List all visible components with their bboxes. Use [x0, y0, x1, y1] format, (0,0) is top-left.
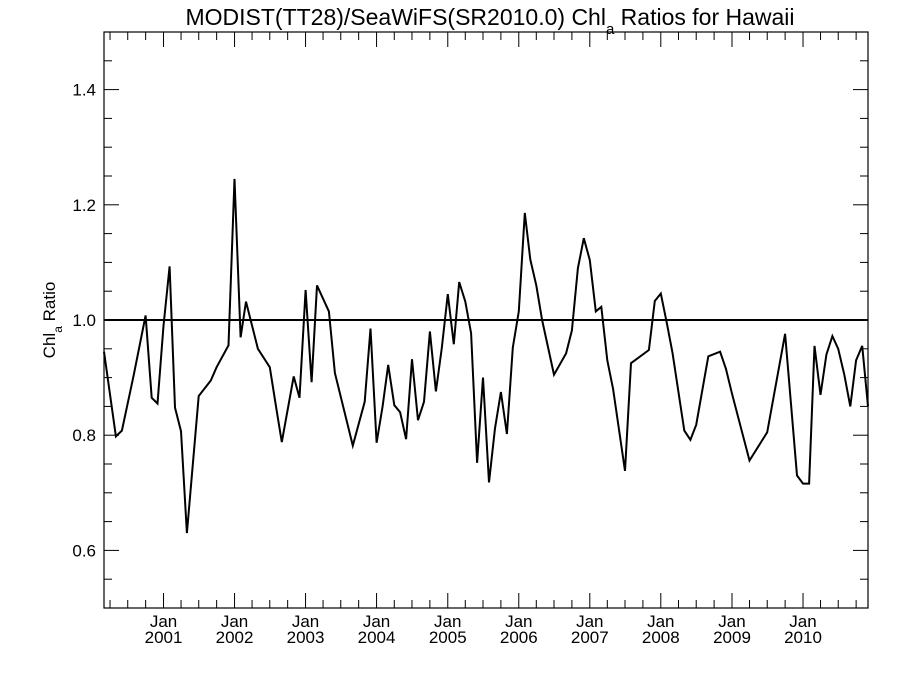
series-line — [103, 178, 869, 534]
chart-title: MODIST(TT28)/SeaWiFS(SR2010.0) Chla Rati… — [185, 4, 794, 38]
x-tick-label-month: Jan — [647, 612, 674, 631]
y-tick-label: 1.4 — [72, 81, 96, 100]
x-tick-label-month: Jan — [434, 612, 461, 631]
x-tick-label-month: Jan — [789, 612, 816, 631]
x-tick-label-month: Jan — [363, 612, 390, 631]
x-tick-label-year: 2005 — [429, 628, 467, 647]
y-tick-label: 0.8 — [72, 426, 96, 445]
x-tick-label-year: 2006 — [500, 628, 538, 647]
x-tick-labels: Jan2001Jan2002Jan2003Jan2004Jan2005Jan20… — [145, 612, 822, 647]
x-tick-label-month: Jan — [292, 612, 319, 631]
x-tick-label-month: Jan — [221, 612, 248, 631]
y-tick-label: 0.6 — [72, 541, 96, 560]
y-tick-label: 1.2 — [72, 196, 96, 215]
y-tick-labels: 0.6 0.8 1.0 1.2 1.4 — [72, 81, 96, 561]
x-tick-label-year: 2001 — [145, 628, 183, 647]
x-tick-label-month: Jan — [576, 612, 603, 631]
x-tick-label-year: 2010 — [784, 628, 822, 647]
x-tick-label-month: Jan — [150, 612, 177, 631]
x-tick-label-year: 2008 — [642, 628, 680, 647]
axis-ticks — [104, 31, 868, 609]
y-axis-label: Chla Ratio — [40, 282, 65, 359]
x-tick-label-month: Jan — [505, 612, 532, 631]
y-tick-label: 1.0 — [72, 311, 96, 330]
x-tick-label-year: 2002 — [216, 628, 254, 647]
x-tick-label-year: 2003 — [287, 628, 325, 647]
x-tick-label-year: 2004 — [358, 628, 396, 647]
x-tick-label-year: 2009 — [713, 628, 751, 647]
x-tick-label-year: 2007 — [571, 628, 609, 647]
x-tick-label-month: Jan — [718, 612, 745, 631]
